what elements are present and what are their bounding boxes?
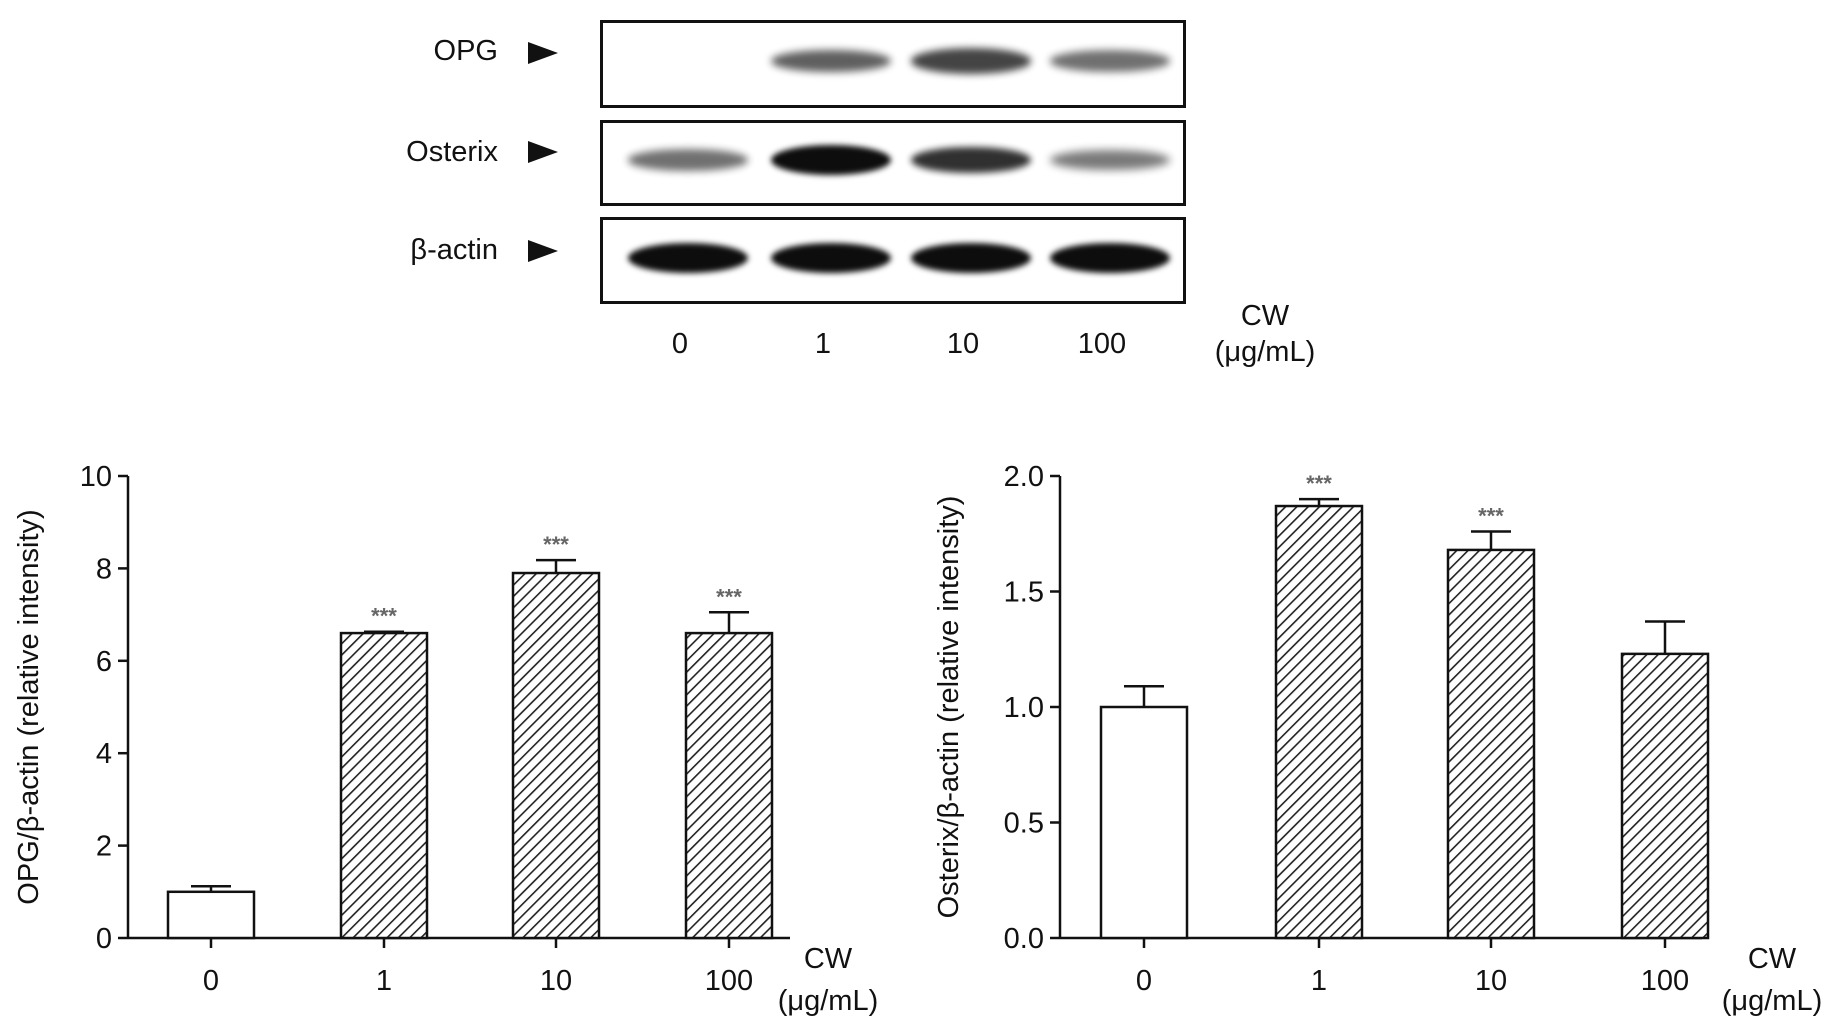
blot-label-osterix: Osterix [406, 136, 498, 168]
x-tick-label: 1 [376, 965, 392, 997]
significance-label: *** [716, 584, 742, 609]
x-tick-label: 100 [1641, 965, 1689, 997]
y-tick-label: 10 [80, 461, 112, 493]
x-tick-label: 0 [1136, 965, 1152, 997]
blot-band [628, 242, 748, 273]
blot-row-osterix [600, 120, 1186, 206]
x-tick-label: 100 [705, 965, 753, 997]
lane-label: 100 [1077, 328, 1127, 360]
blot-unit-line2: (μg/mL) [1214, 336, 1316, 368]
x-axis-unit: (μg/mL) [778, 985, 879, 1017]
blot-band [771, 49, 891, 73]
bar [684, 631, 774, 940]
significance-label: *** [1478, 503, 1504, 528]
bar [166, 890, 256, 940]
arrow-right-icon [528, 240, 558, 262]
blot-band [1050, 149, 1170, 171]
x-tick-label: 1 [1311, 965, 1327, 997]
lane-label: 1 [814, 328, 832, 360]
y-axis-label: OPG/β-actin (relative intensity) [13, 509, 45, 904]
x-tick-label: 0 [203, 965, 219, 997]
chart-osterix: 0.0 0.5 1.0 1.5 2.0 Osterix/β-actin (relative… [933, 461, 1823, 1017]
bar [1446, 548, 1536, 940]
bar [339, 631, 429, 940]
chart-opg: 0 2 4 6 8 10 OPG/β-actin (relative intensity) 0… [13, 461, 879, 1017]
y-tick-label: 2 [96, 831, 112, 863]
blot-band [911, 242, 1031, 273]
y-tick-label: 0.5 [1004, 808, 1044, 840]
blot-band [771, 242, 891, 273]
y-tick-label: 1.0 [1004, 692, 1044, 724]
blot-band [1050, 242, 1170, 273]
blot-unit-label: CW (μg/mL) [1195, 298, 1335, 370]
blot-band [911, 48, 1031, 74]
x-tick-label: 10 [540, 965, 572, 997]
arrow-right-icon [528, 42, 558, 64]
blot-band [911, 146, 1031, 174]
significance-label: *** [1306, 471, 1332, 496]
lane-label: 10 [946, 328, 980, 360]
lane-label: 0 [671, 328, 689, 360]
blot-band [628, 149, 748, 171]
significance-label: *** [543, 532, 569, 557]
x-axis-label: CW [804, 943, 853, 975]
x-axis-label: CW [1748, 943, 1797, 975]
x-tick-label: 10 [1475, 965, 1507, 997]
blot-band [771, 145, 891, 175]
y-tick-label: 2.0 [1004, 461, 1044, 493]
arrow-right-icon [528, 141, 558, 163]
bar [1099, 705, 1189, 940]
y-tick-label: 4 [96, 738, 112, 770]
blot-band [1050, 50, 1170, 72]
bar [1274, 504, 1364, 940]
y-tick-label: 8 [96, 553, 112, 585]
y-tick-label: 0 [96, 923, 112, 955]
x-axis-unit: (μg/mL) [1722, 985, 1823, 1017]
blot-label-opg: OPG [433, 35, 498, 67]
y-tick-label: 6 [96, 646, 112, 678]
blot-row-beta-actin [600, 217, 1186, 304]
significance-label: *** [371, 604, 397, 629]
bar [1620, 652, 1710, 940]
y-tick-label: 1.5 [1004, 577, 1044, 609]
y-tick-label: 0.0 [1004, 923, 1044, 955]
blot-label-beta-actin: β-actin [410, 234, 498, 266]
blot-unit-line1: CW [1240, 300, 1290, 332]
bar [511, 571, 601, 940]
blot-row-opg [600, 20, 1186, 108]
y-axis-label: Osterix/β-actin (relative intensity) [933, 496, 965, 919]
